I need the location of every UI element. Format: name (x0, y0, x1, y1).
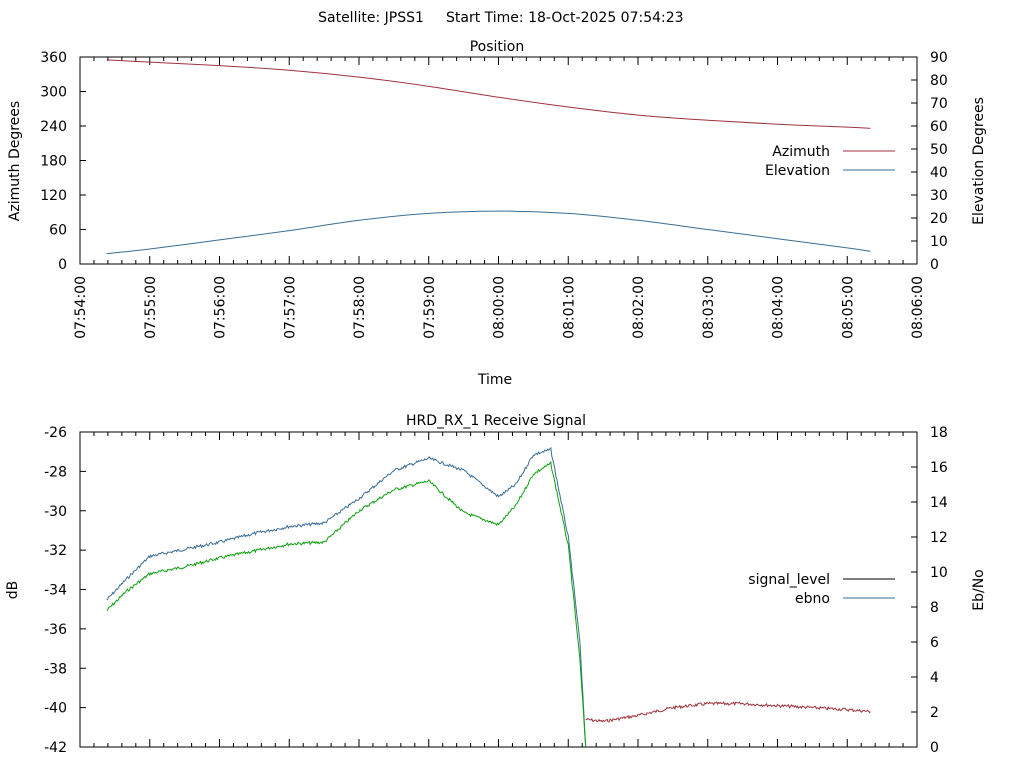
elevation-tick-label: 40 (930, 165, 948, 181)
receive-signal-chart: HRD_RX_1 Receive Signal -42-40-38-36-34-… (5, 413, 987, 756)
db-tick-label: -38 (44, 661, 67, 677)
ebno-tick-label: 16 (930, 460, 948, 476)
position-axes: 0 60 120 180 240 300 360 0 10 20 30 40 50 60 70 80 90 07:… (40, 50, 948, 339)
time-tick-label: 07:57:00 (282, 276, 298, 339)
time-tick-label: 08:06:00 (910, 276, 926, 339)
db-tick-label: -28 (44, 464, 67, 480)
ebno-tick-label: 6 (930, 635, 939, 651)
legend-label-ebno: ebno (795, 591, 830, 607)
position-chart: Position 0 60 120 180 240 300 360 0 10 20 30 40 50 60… (7, 39, 987, 388)
time-tick-label: 07:54:00 (73, 276, 89, 339)
db-tick-label: -34 (44, 583, 67, 599)
ebno-axis-label: Eb/No (971, 569, 987, 611)
elevation-tick-label: 30 (930, 188, 948, 204)
azimuth-tick-label: 300 (40, 85, 67, 101)
position-chart-title: Position (470, 39, 525, 55)
time-tick-label: 07:59:00 (422, 276, 438, 339)
azimuth-tick-label: 120 (40, 188, 67, 204)
db-axis-label: dB (5, 581, 21, 600)
receive-chart-title: HRD_RX_1 Receive Signal (406, 413, 586, 429)
series-line-ebno-lower-trace (106, 460, 587, 748)
db-tick-label: -40 (44, 701, 67, 717)
legend-label-azimuth: Azimuth (772, 144, 830, 160)
series-line-elevation (106, 210, 871, 255)
time-tick-label: 07:56:00 (213, 276, 229, 339)
azimuth-tick-label: 180 (40, 154, 67, 170)
position-series (106, 59, 871, 255)
elevation-tick-label: 60 (930, 119, 948, 135)
elevation-tick-label: 0 (930, 257, 939, 273)
receive-plot-frame (79, 431, 918, 748)
db-tick-label: -30 (44, 504, 67, 520)
ebno-tick-label: 0 (930, 740, 939, 756)
time-tick-label: 08:03:00 (701, 276, 717, 339)
elevation-tick-label: 90 (930, 50, 948, 66)
start-time-label: Start Time: 18-Oct-2025 07:54:23 (446, 10, 684, 26)
receive-legend: signal_level ebno (748, 572, 895, 607)
time-tick-label: 08:02:00 (631, 276, 647, 339)
elevation-tick-label: 10 (930, 234, 948, 250)
db-tick-label: -36 (44, 622, 67, 638)
position-plot-frame (79, 56, 918, 265)
elevation-axis-label: Elevation Degrees (971, 97, 987, 225)
azimuth-tick-label: 0 (58, 257, 67, 273)
elevation-tick-label: 50 (930, 142, 948, 158)
legend-label-elevation: Elevation (765, 163, 830, 179)
time-tick-label: 07:55:00 (143, 276, 159, 339)
series-line-signal-level (585, 701, 871, 723)
legend-label-signal-level: signal_level (748, 572, 830, 588)
elevation-tick-label: 20 (930, 211, 948, 227)
azimuth-tick-label: 240 (40, 119, 67, 135)
time-tick-label: 08:01:00 (561, 276, 577, 339)
time-tick-label: 08:05:00 (840, 276, 856, 339)
db-tick-label: -42 (44, 740, 67, 756)
db-tick-label: -26 (44, 425, 67, 441)
position-legend: Azimuth Elevation (765, 144, 895, 179)
elevation-tick-label: 70 (930, 96, 948, 112)
time-axis-label: Time (477, 372, 512, 388)
ebno-tick-label: 14 (930, 495, 948, 511)
series-line-azimuth (106, 59, 871, 129)
ebno-tick-label: 10 (930, 565, 948, 581)
azimuth-axis-label: Azimuth Degrees (7, 101, 23, 221)
elevation-tick-label: 80 (930, 73, 948, 89)
ebno-tick-label: 4 (930, 670, 939, 686)
db-tick-label: -32 (44, 543, 67, 559)
azimuth-tick-label: 360 (40, 50, 67, 66)
receive-axes: -42 -40 -38 -36 -34 -32 -30 -28 -26 0 2 4 6 8 10 12 14 16… (44, 425, 948, 756)
time-tick-label: 08:00:00 (492, 276, 508, 339)
ebno-tick-label: 12 (930, 530, 948, 546)
series-line-ebno (106, 446, 587, 748)
satellite-label: Satellite: JPSS1 (318, 10, 424, 26)
ebno-tick-label: 2 (930, 705, 939, 721)
time-tick-label: 08:04:00 (771, 276, 787, 339)
receive-series (106, 446, 871, 748)
time-tick-label: 07:58:00 (352, 276, 368, 339)
ebno-tick-label: 8 (930, 600, 939, 616)
azimuth-tick-label: 60 (49, 223, 67, 239)
ebno-tick-label: 18 (930, 425, 948, 441)
